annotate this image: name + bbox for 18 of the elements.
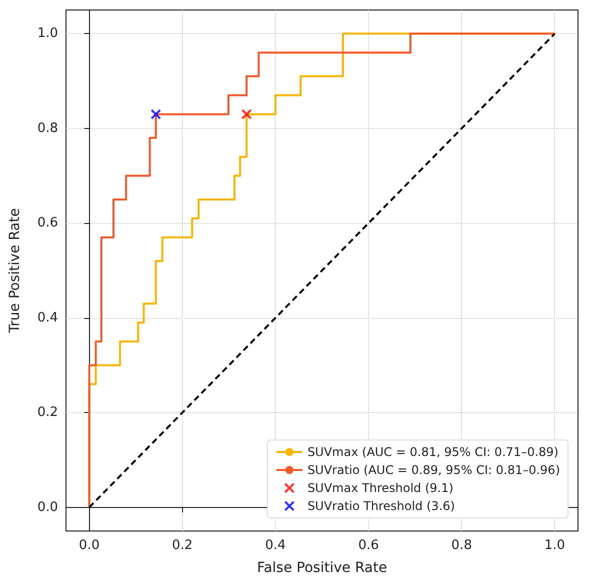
y-tick-label: 0.4 <box>37 310 58 326</box>
legend-label: SUVratio Threshold (3.6) <box>307 499 455 513</box>
x-tick-label: 0.4 <box>265 538 286 553</box>
legend-label: SUVmax Threshold (9.1) <box>307 481 454 495</box>
x-tick-label: 1.0 <box>544 538 566 553</box>
y-tick-label: 0.2 <box>37 405 58 420</box>
legend-label: SUVmax (AUC = 0.81, 95% CI: 0.71–0.89) <box>307 445 558 459</box>
x-tick-label: 0.6 <box>358 538 379 553</box>
x-tick-label: 0.8 <box>451 538 472 553</box>
legend-label: SUVratio (AUC = 0.89, 95% CI: 0.81–0.96) <box>307 463 560 477</box>
y-tick-label: 0.8 <box>37 120 58 136</box>
x-tick-label: 0.2 <box>172 538 193 553</box>
x-axis-title: False Positive Rate <box>256 560 388 576</box>
y-tick-label: 0.6 <box>37 216 58 231</box>
y-tick-label: 1.0 <box>37 26 58 42</box>
y-tick-label: 0.0 <box>37 500 58 515</box>
y-axis-title: True Positive Rate <box>7 208 23 334</box>
x-tick-label: 0.0 <box>78 538 100 553</box>
